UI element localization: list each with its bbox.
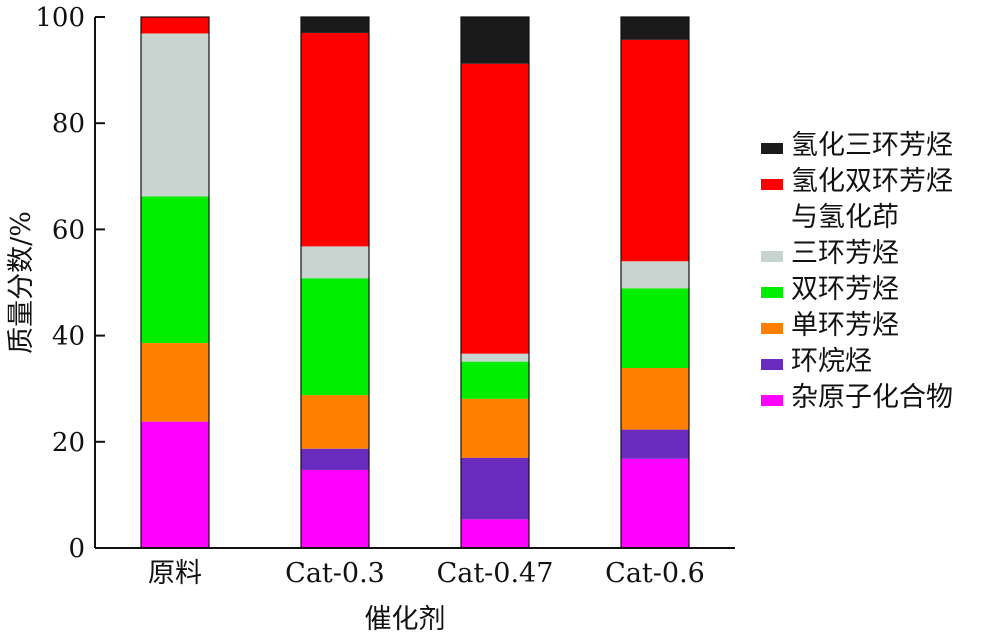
bar-segment xyxy=(461,17,529,64)
bar-segment xyxy=(461,519,529,548)
y-tick-label: 20 xyxy=(52,428,85,458)
x-tick-label: Cat-0.6 xyxy=(605,558,705,589)
y-tick-label: 80 xyxy=(52,109,85,139)
bar-segment xyxy=(461,398,529,458)
bar-segment xyxy=(301,469,369,548)
legend-swatch xyxy=(761,179,783,190)
x-tick-label: Cat-0.3 xyxy=(285,558,385,589)
legend-label: 杂原子化合物 xyxy=(791,382,953,413)
axis-labels: 原料 Cat-0.3 Cat-0.47 Cat-0.6 0 20 40 60 80 100 催化剂 质… xyxy=(6,3,705,635)
bar-segment xyxy=(141,196,209,344)
bar-segment xyxy=(141,421,209,548)
bar-segment xyxy=(461,63,529,354)
bar-segment xyxy=(621,17,689,40)
bar-segment xyxy=(301,246,369,279)
legend-swatch xyxy=(761,359,783,370)
bar-segment xyxy=(621,288,689,368)
bar-segment xyxy=(461,457,529,520)
bar-area xyxy=(140,16,690,549)
bar-segment xyxy=(141,343,209,422)
axes xyxy=(94,16,735,549)
y-axis-title: 质量分数/% xyxy=(6,211,37,354)
y-tick-label: 60 xyxy=(52,215,85,245)
y-tick-label: 40 xyxy=(52,322,85,352)
bar-segment xyxy=(301,17,369,33)
bar-segment xyxy=(141,33,209,197)
bar-segment xyxy=(621,261,689,289)
bar-segment xyxy=(621,458,689,548)
bar-segment xyxy=(301,395,369,449)
bar-segment xyxy=(301,278,369,396)
bar-segment xyxy=(461,353,529,362)
x-tick-label: Cat-0.47 xyxy=(437,558,554,589)
bar-segment xyxy=(301,32,369,247)
bar-segment xyxy=(461,361,529,399)
bar-segment xyxy=(621,367,689,430)
legend-label: 环烷烃 xyxy=(791,346,872,377)
bar-segment xyxy=(301,448,369,470)
bar-segment xyxy=(621,39,689,262)
bar-segment xyxy=(621,429,689,459)
legend-swatch xyxy=(761,251,783,262)
x-tick-label: 原料 xyxy=(148,558,202,589)
legend-label: 氢化双环芳烃 与氢化茚 xyxy=(791,166,953,233)
x-axis-title: 催化剂 xyxy=(365,604,446,635)
y-tick-label: 100 xyxy=(35,3,85,33)
legend-swatch xyxy=(761,323,783,334)
legend-swatch xyxy=(761,395,783,406)
y-tick-label: 0 xyxy=(68,534,85,564)
legend-swatch xyxy=(761,143,783,154)
legend-label: 氢化三环芳烃 xyxy=(791,130,953,161)
bar-segment xyxy=(141,17,209,34)
legend-label: 三环芳烃 xyxy=(791,238,899,269)
legend-label: 双环芳烃 xyxy=(791,274,899,305)
legend-swatch xyxy=(761,287,783,298)
legend-label: 单环芳烃 xyxy=(791,310,899,341)
